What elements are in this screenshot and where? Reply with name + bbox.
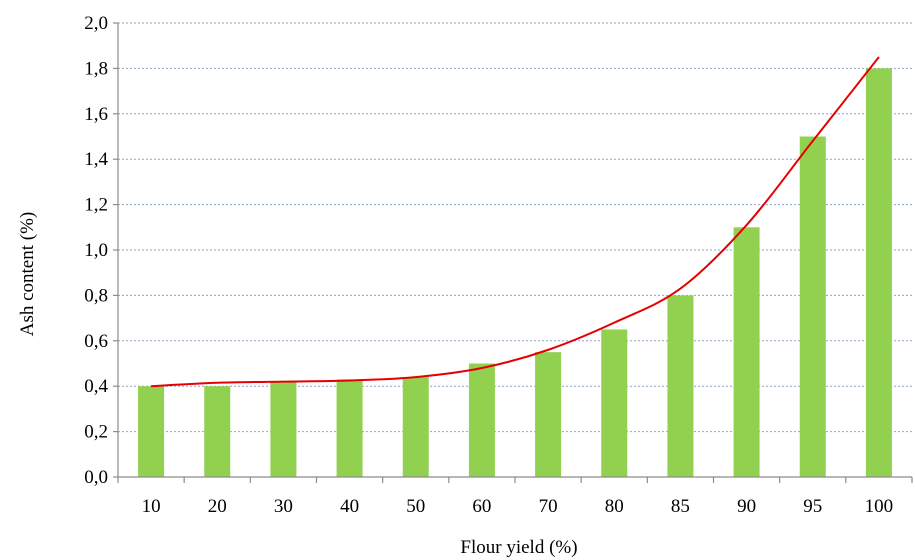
y-tick-labels: 0,0 0,2 0,4 0,6 0,8 1,0 1,2 1,4 1,6 1,8 2,0 — [84, 13, 108, 488]
bar — [270, 381, 297, 477]
x-tick-label: 95 — [803, 496, 822, 517]
bar — [535, 352, 562, 477]
y-tick-label: 1,6 — [84, 104, 108, 125]
x-tick-label: 85 — [671, 496, 690, 517]
x-tick-label: 20 — [208, 496, 227, 517]
y-tick-label: 1,8 — [84, 58, 108, 79]
bar — [138, 386, 165, 477]
x-tick-label: 30 — [274, 496, 293, 517]
x-tick-label: 40 — [340, 496, 359, 517]
y-tick-label: 0,4 — [84, 376, 108, 397]
y-tick-label: 0,8 — [84, 285, 108, 306]
x-axis-title: Flour yield (%) — [460, 537, 577, 558]
x-tick-label: 10 — [142, 496, 161, 517]
x-tick-label: 100 — [865, 496, 894, 517]
trendline — [151, 56, 880, 388]
y-tick-label: 2,0 — [84, 13, 108, 34]
x-tick-label: 50 — [406, 496, 425, 517]
bar — [468, 363, 495, 477]
axes — [113, 22, 913, 483]
x-tick-label: 70 — [539, 496, 558, 517]
y-axis-title: Ash content (%) — [17, 212, 38, 337]
bar-series — [138, 68, 892, 478]
bar — [204, 386, 231, 477]
bar — [601, 329, 628, 477]
x-tick-label: 80 — [605, 496, 624, 517]
y-tick-label: 1,0 — [84, 240, 108, 261]
y-tick-label: 1,4 — [84, 149, 108, 170]
y-tick-label: 0,6 — [84, 331, 108, 352]
bar — [799, 136, 826, 477]
bar — [336, 379, 363, 477]
y-tick-label: 0,2 — [84, 422, 108, 443]
bar — [733, 227, 760, 477]
y-tick-label: 1,2 — [84, 195, 108, 216]
x-tick-label: 60 — [472, 496, 491, 517]
bar — [667, 295, 694, 477]
bar — [402, 377, 429, 477]
gridlines — [118, 22, 912, 433]
y-tick-label: 0,0 — [84, 467, 108, 488]
x-tick-label: 90 — [737, 496, 756, 517]
bar — [865, 68, 892, 478]
x-tick-labels: 10 20 30 40 50 60 70 80 85 90 95 100 — [142, 496, 894, 517]
